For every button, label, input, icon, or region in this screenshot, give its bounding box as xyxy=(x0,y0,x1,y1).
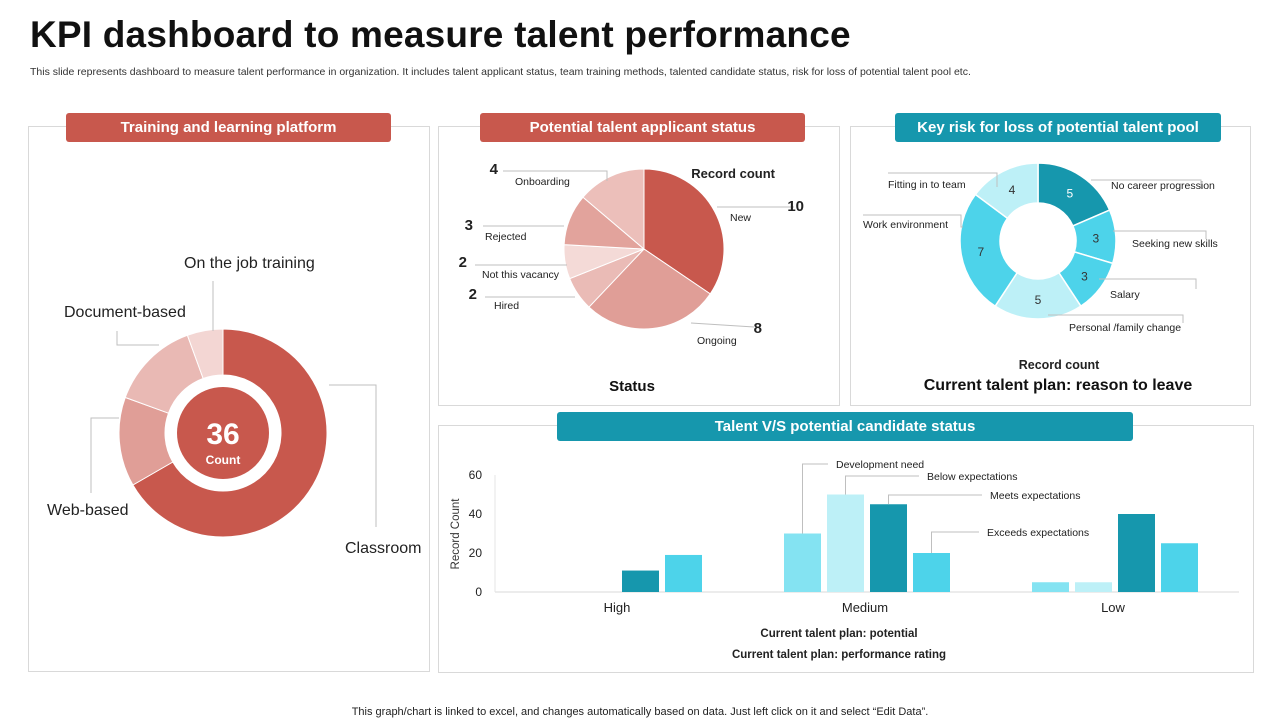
applicant-label-not-this-vacancy: Not this vacancy xyxy=(482,269,560,281)
risk-label-work-environment: Work environment xyxy=(863,219,948,231)
candidate-bar-high-exceeds-expectations xyxy=(665,554,702,592)
risk-label-salary: Salary xyxy=(1110,289,1141,301)
candidate-ytick-60: 60 xyxy=(469,468,483,482)
page-subtitle: This slide represents dashboard to measu… xyxy=(30,66,971,78)
risk-value-salary: 3 xyxy=(1081,270,1088,284)
candidate-callout-meets-expectations xyxy=(888,494,982,505)
candidate-y-label: Record Count xyxy=(450,498,462,570)
candidate-x-label-2: Current talent plan: performance rating xyxy=(732,649,946,661)
candidate-xtick-medium: Medium xyxy=(842,600,888,615)
risk-value-no-career-progression: 5 xyxy=(1067,187,1074,201)
candidate-legend-development-need: Development need xyxy=(836,459,924,471)
applicant-label-hired: Hired xyxy=(494,300,519,312)
training-leader-document-based xyxy=(116,331,159,346)
applicant-value-hired: 2 xyxy=(469,286,477,303)
applicant-value-ongoing: 8 xyxy=(754,320,762,337)
risk-slice-fitting-in-to-team xyxy=(974,162,1039,220)
applicant-value-not-this-vacancy: 2 xyxy=(459,254,467,271)
training-center-value: 36 xyxy=(206,418,239,451)
candidate-bar-low-below-expectations xyxy=(1075,582,1112,592)
candidate-bar-medium-exceeds-expectations xyxy=(913,553,950,592)
candidate-bar-low-exceeds-expectations xyxy=(1161,543,1198,592)
applicant-slice-onboarding xyxy=(582,168,645,251)
applicant-slice-ongoing xyxy=(588,248,711,330)
risk-value-seeking-new-skills: 3 xyxy=(1093,232,1100,246)
training-label-document-based: Document-based xyxy=(64,304,186,321)
applicant-value-new: 10 xyxy=(787,198,804,215)
candidate-callout-development-need xyxy=(802,463,828,534)
training-header: Training and learning platform xyxy=(66,113,391,142)
candidate-bar-low-meets-expectations xyxy=(1118,514,1155,592)
risk-value-personal-family-change: 5 xyxy=(1035,293,1042,307)
risk-leader-salary xyxy=(1099,278,1197,289)
risk-leader-seeking-new-skills xyxy=(1113,230,1207,239)
risk-label-fitting-in-to-team: Fitting in to team xyxy=(888,179,966,191)
candidate-callout-exceeds-expectations xyxy=(931,531,979,553)
candidate-bar-medium-meets-expectations xyxy=(870,504,907,592)
training-leader-classroom xyxy=(329,384,377,527)
training-label-classroom: Classroom xyxy=(345,540,421,557)
training-donut-chart[interactable]: 36 Count Classroom Web-based Document-based O… xyxy=(29,127,431,673)
candidate-panel: 0 20 40 60 Record Count High Medium Low Developm… xyxy=(438,425,1254,673)
risk-header: Key risk for loss of potential talent po… xyxy=(895,113,1221,142)
candidate-bar-medium-below-expectations xyxy=(827,494,864,592)
applicant-label-onboarding: Onboarding xyxy=(515,176,570,188)
training-leader-web-based xyxy=(90,417,119,493)
candidate-callout-below-expectations xyxy=(845,475,919,495)
risk-axis-label: Current talent plan: reason to leave xyxy=(924,377,1193,394)
risk-leader-work-environment xyxy=(863,214,963,228)
candidate-bar-high-meets-expectations xyxy=(622,570,659,592)
candidate-ytick-40: 40 xyxy=(469,507,483,521)
applicant-header: Potential talent applicant status xyxy=(480,113,805,142)
applicant-label-ongoing: Ongoing xyxy=(697,335,737,347)
risk-value-work-environment: 7 xyxy=(978,245,985,259)
applicant-slice-new xyxy=(643,168,725,295)
candidate-legend-exceeds-expectations: Exceeds expectations xyxy=(987,527,1089,539)
candidate-xtick-low: Low xyxy=(1101,600,1125,615)
candidate-legend-below-expectations: Below expectations xyxy=(927,471,1017,483)
risk-slice-work-environment xyxy=(959,193,1019,308)
candidate-ytick-0: 0 xyxy=(475,585,482,599)
risk-donut-chart[interactable]: 5 3 3 5 7 4 Record count Current talent plan: r… xyxy=(851,127,1252,407)
risk-leader-fitting-in-to-team xyxy=(888,172,998,187)
applicant-value-rejected: 3 xyxy=(465,217,473,234)
risk-label-personal-family-change: Personal /family change xyxy=(1069,322,1181,334)
applicant-label-rejected: Rejected xyxy=(485,231,527,243)
training-label-web-based: Web-based xyxy=(47,502,129,519)
candidate-bar-chart[interactable]: 0 20 40 60 Record Count High Medium Low Developm… xyxy=(439,426,1255,674)
training-center-label: Count xyxy=(206,453,241,467)
applicant-value-onboarding: 4 xyxy=(490,161,499,178)
applicant-axis-label: Status xyxy=(609,378,655,395)
footer-note: This graph/chart is linked to excel, and… xyxy=(351,706,929,718)
risk-value-fitting-in-to-team: 4 xyxy=(1009,183,1016,197)
page-title: KPI dashboard to measure talent performa… xyxy=(30,14,851,55)
applicant-chart-title: Record count xyxy=(691,166,775,181)
applicant-pie-chart[interactable]: Record count Status 10 New 8 Ongoing 2 Hired 2 No… xyxy=(439,127,841,407)
training-center-circle xyxy=(177,387,269,479)
candidate-bar-low-development-need xyxy=(1032,582,1069,592)
risk-leader-personal-family-change xyxy=(1048,314,1184,323)
risk-label-seeking-new-skills: Seeking new skills xyxy=(1132,238,1218,250)
applicant-label-new: New xyxy=(730,212,751,224)
training-panel: 36 Count Classroom Web-based Document-based O… xyxy=(28,126,430,672)
applicant-leader-onboarding xyxy=(503,170,608,181)
candidate-header: Talent V/S potential candidate status xyxy=(557,412,1133,441)
candidate-ytick-20: 20 xyxy=(469,546,483,560)
training-label-on-the-job-training: On the job training xyxy=(184,255,315,272)
risk-panel: 5 3 3 5 7 4 Record count Current talent plan: r… xyxy=(850,126,1251,406)
candidate-xtick-high: High xyxy=(604,600,631,615)
applicant-panel: Record count Status 10 New 8 Ongoing 2 Hired 2 No… xyxy=(438,126,840,406)
risk-label-no-career-progression: No career progression xyxy=(1111,180,1215,192)
candidate-legend-meets-expectations: Meets expectations xyxy=(990,490,1080,502)
risk-chart-title: Record count xyxy=(1019,358,1100,372)
applicant-leader-ongoing xyxy=(690,322,755,328)
candidate-x-label: Current talent plan: potential xyxy=(760,628,917,640)
risk-leader-no-career-progression xyxy=(1091,179,1202,189)
candidate-bar-medium-development-need xyxy=(784,533,821,592)
